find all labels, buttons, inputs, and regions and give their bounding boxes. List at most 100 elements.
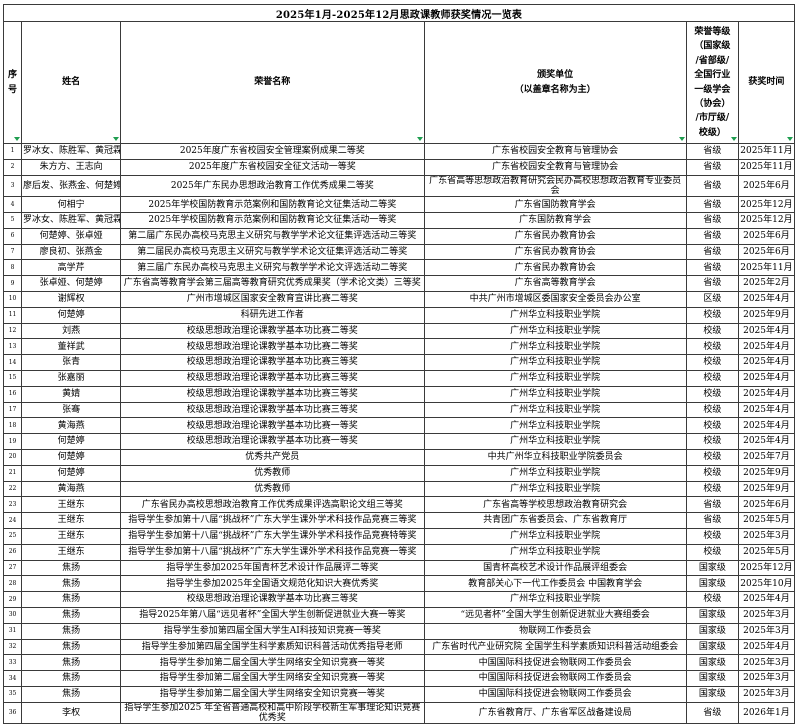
awarding-unit-cell[interactable]: 广东省时代产业研究院 全国学生科学素质知识科普活动组委会 bbox=[423, 638, 687, 656]
awarding-unit-cell[interactable]: 广东省校园安全教育与管理协会 bbox=[423, 158, 687, 176]
awarding-unit-cell[interactable]: 广东省民办教育协会 bbox=[423, 259, 687, 277]
awarding-unit-cell[interactable]: 广东省民办教育协会 bbox=[423, 227, 687, 245]
honor-name-cell[interactable]: 指导学生参加第四届全国大学生AI科技知识竞赛一等奖 bbox=[120, 622, 425, 640]
filter-icon[interactable] bbox=[14, 137, 21, 141]
award-date-cell[interactable]: 2025年4月 bbox=[737, 401, 796, 419]
award-date-cell[interactable]: 2025年4月 bbox=[737, 370, 796, 387]
honor-level-cell[interactable]: 国家级 bbox=[685, 638, 739, 656]
name-cell[interactable]: 黄婧 bbox=[21, 385, 122, 403]
honor-level-cell[interactable]: 国家级 bbox=[685, 654, 739, 672]
row-number-cell[interactable]: 34 bbox=[2, 670, 23, 687]
honor-level-cell[interactable]: 省级 bbox=[685, 143, 739, 160]
honor-name-cell[interactable]: 校级思想政治理论课教学基本功比赛三等奖 bbox=[120, 385, 425, 403]
award-date-cell[interactable]: 2025年7月 bbox=[737, 449, 796, 466]
honor-name-cell[interactable]: 校级思想政治理论课教学基本功比赛一等奖 bbox=[120, 417, 425, 435]
award-date-cell[interactable]: 2025年9月 bbox=[737, 464, 796, 482]
award-date-cell[interactable]: 2025年2月 bbox=[737, 275, 796, 293]
honor-level-cell[interactable]: 省级 bbox=[685, 212, 739, 229]
name-cell[interactable]: 黄海燕 bbox=[21, 480, 122, 498]
row-number-cell[interactable]: 2 bbox=[2, 158, 23, 176]
name-cell[interactable]: 董祥武 bbox=[21, 338, 122, 356]
honor-name-cell[interactable]: 校级思想政治理论课教学基本功比赛三等奖 bbox=[120, 401, 425, 419]
award-date-cell[interactable]: 2025年5月 bbox=[737, 512, 796, 530]
row-number-cell[interactable]: 3 bbox=[2, 174, 23, 198]
honor-level-cell[interactable]: 校级 bbox=[685, 322, 739, 340]
filter-icon[interactable] bbox=[113, 137, 120, 141]
awarding-unit-cell[interactable]: 广州华立科技职业学院 bbox=[423, 480, 687, 498]
honor-level-cell[interactable]: 校级 bbox=[685, 417, 739, 435]
honor-name-cell[interactable]: 指导学生参加第二届全国大学生网络安全知识竞赛一等奖 bbox=[120, 670, 425, 687]
row-number-cell[interactable]: 36 bbox=[2, 701, 23, 725]
column-header-name[interactable]: 姓名 bbox=[21, 21, 122, 144]
column-header-level[interactable]: 荣誉等级 （国家级 /省部级/ 全国行业 一级学会 （协会） /市厅级/ 校级） bbox=[685, 21, 739, 144]
honor-level-cell[interactable]: 国家级 bbox=[685, 670, 739, 687]
awarding-unit-cell[interactable]: 教育部关心下一代工作委员会 中国教育学会 bbox=[423, 575, 687, 593]
name-cell[interactable]: 焦扬 bbox=[21, 622, 122, 640]
honor-name-cell[interactable]: 指导学生参加第十八届“挑战杯”广东大学生课外学术科技作品竞赛一等奖 bbox=[120, 543, 425, 561]
column-header-honor[interactable]: 荣誉名称 bbox=[120, 21, 425, 144]
honor-name-cell[interactable]: 广州市增城区国家安全教育宣讲比赛二等奖 bbox=[120, 291, 425, 308]
honor-name-cell[interactable]: 校级思想政治理论课教学基本功比赛三等奖 bbox=[120, 370, 425, 387]
row-number-cell[interactable]: 8 bbox=[2, 259, 23, 277]
row-number-cell[interactable]: 28 bbox=[2, 575, 23, 593]
honor-name-cell[interactable]: 指导学生参加第四届全国学生科学素质知识科普活动优秀指导老师 bbox=[120, 638, 425, 656]
awarding-unit-cell[interactable]: 广州华立科技职业学院 bbox=[423, 370, 687, 387]
awarding-unit-cell[interactable]: 广东省国防教育学会 bbox=[423, 196, 687, 214]
awarding-unit-cell[interactable]: 广东省高等教育学会 bbox=[423, 275, 687, 293]
award-date-cell[interactable]: 2025年12月 bbox=[737, 559, 796, 577]
award-date-cell[interactable]: 2025年4月 bbox=[737, 322, 796, 340]
honor-name-cell[interactable]: 2025年广东民办思想政治教育工作优秀成果二等奖 bbox=[120, 174, 425, 198]
name-cell[interactable]: 张骞 bbox=[21, 401, 122, 419]
row-number-cell[interactable]: 4 bbox=[2, 196, 23, 214]
honor-level-cell[interactable]: 区级 bbox=[685, 291, 739, 308]
honor-name-cell[interactable]: 指导学生参加第二届全国大学生网络安全知识竞赛一等奖 bbox=[120, 654, 425, 672]
awarding-unit-cell[interactable]: 中国国际科技促进会物联网工作委员会 bbox=[423, 670, 687, 687]
name-cell[interactable]: 高学芹 bbox=[21, 259, 122, 277]
honor-name-cell[interactable]: 优秀教师 bbox=[120, 464, 425, 482]
award-date-cell[interactable]: 2025年4月 bbox=[737, 638, 796, 656]
row-number-cell[interactable]: 21 bbox=[2, 464, 23, 482]
award-date-cell[interactable]: 2025年3月 bbox=[737, 622, 796, 640]
award-date-cell[interactable]: 2025年12月 bbox=[737, 196, 796, 214]
award-date-cell[interactable]: 2025年6月 bbox=[737, 174, 796, 198]
name-cell[interactable]: 张青 bbox=[21, 354, 122, 372]
award-date-cell[interactable]: 2025年6月 bbox=[737, 243, 796, 261]
row-number-cell[interactable]: 33 bbox=[2, 654, 23, 672]
honor-level-cell[interactable]: 校级 bbox=[685, 543, 739, 561]
row-number-cell[interactable]: 20 bbox=[2, 449, 23, 466]
honor-level-cell[interactable]: 省级 bbox=[685, 496, 739, 514]
award-date-cell[interactable]: 2025年4月 bbox=[737, 385, 796, 403]
awarding-unit-cell[interactable]: 广州华立科技职业学院 bbox=[423, 543, 687, 561]
award-date-cell[interactable]: 2025年3月 bbox=[737, 528, 796, 545]
name-cell[interactable]: 张嘉丽 bbox=[21, 370, 122, 387]
award-date-cell[interactable]: 2025年5月 bbox=[737, 543, 796, 561]
awarding-unit-cell[interactable]: 广州华立科技职业学院 bbox=[423, 306, 687, 324]
honor-level-cell[interactable]: 国家级 bbox=[685, 559, 739, 577]
honor-level-cell[interactable]: 校级 bbox=[685, 449, 739, 466]
honor-level-cell[interactable]: 省级 bbox=[685, 196, 739, 214]
row-number-cell[interactable]: 11 bbox=[2, 306, 23, 324]
name-cell[interactable]: 王继东 bbox=[21, 543, 122, 561]
awarding-unit-cell[interactable]: 中国国际科技促进会物联网工作委员会 bbox=[423, 654, 687, 672]
award-date-cell[interactable]: 2025年4月 bbox=[737, 291, 796, 308]
award-date-cell[interactable]: 2025年4月 bbox=[737, 591, 796, 608]
row-number-cell[interactable]: 23 bbox=[2, 496, 23, 514]
award-date-cell[interactable]: 2025年10月 bbox=[737, 575, 796, 593]
name-cell[interactable]: 何相宁 bbox=[21, 196, 122, 214]
award-date-cell[interactable]: 2025年4月 bbox=[737, 338, 796, 356]
row-number-cell[interactable]: 6 bbox=[2, 227, 23, 245]
honor-level-cell[interactable]: 省级 bbox=[685, 275, 739, 293]
award-date-cell[interactable]: 2025年3月 bbox=[737, 654, 796, 672]
honor-name-cell[interactable]: 指导2025年第八届“远见者杯”全国大学生创新促进就业大赛一等奖 bbox=[120, 607, 425, 624]
row-number-cell[interactable]: 7 bbox=[2, 243, 23, 261]
row-number-cell[interactable]: 9 bbox=[2, 275, 23, 293]
name-cell[interactable]: 焦扬 bbox=[21, 685, 122, 703]
row-number-cell[interactable]: 17 bbox=[2, 401, 23, 419]
awarding-unit-cell[interactable]: 广州华立科技职业学院 bbox=[423, 464, 687, 482]
award-date-cell[interactable]: 2025年11月 bbox=[737, 259, 796, 277]
award-date-cell[interactable]: 2025年9月 bbox=[737, 480, 796, 498]
awarding-unit-cell[interactable]: 广东省教育厅、广东省军区战备建设局 bbox=[423, 701, 687, 725]
row-number-cell[interactable]: 5 bbox=[2, 212, 23, 229]
honor-level-cell[interactable]: 国家级 bbox=[685, 622, 739, 640]
honor-level-cell[interactable]: 校级 bbox=[685, 480, 739, 498]
